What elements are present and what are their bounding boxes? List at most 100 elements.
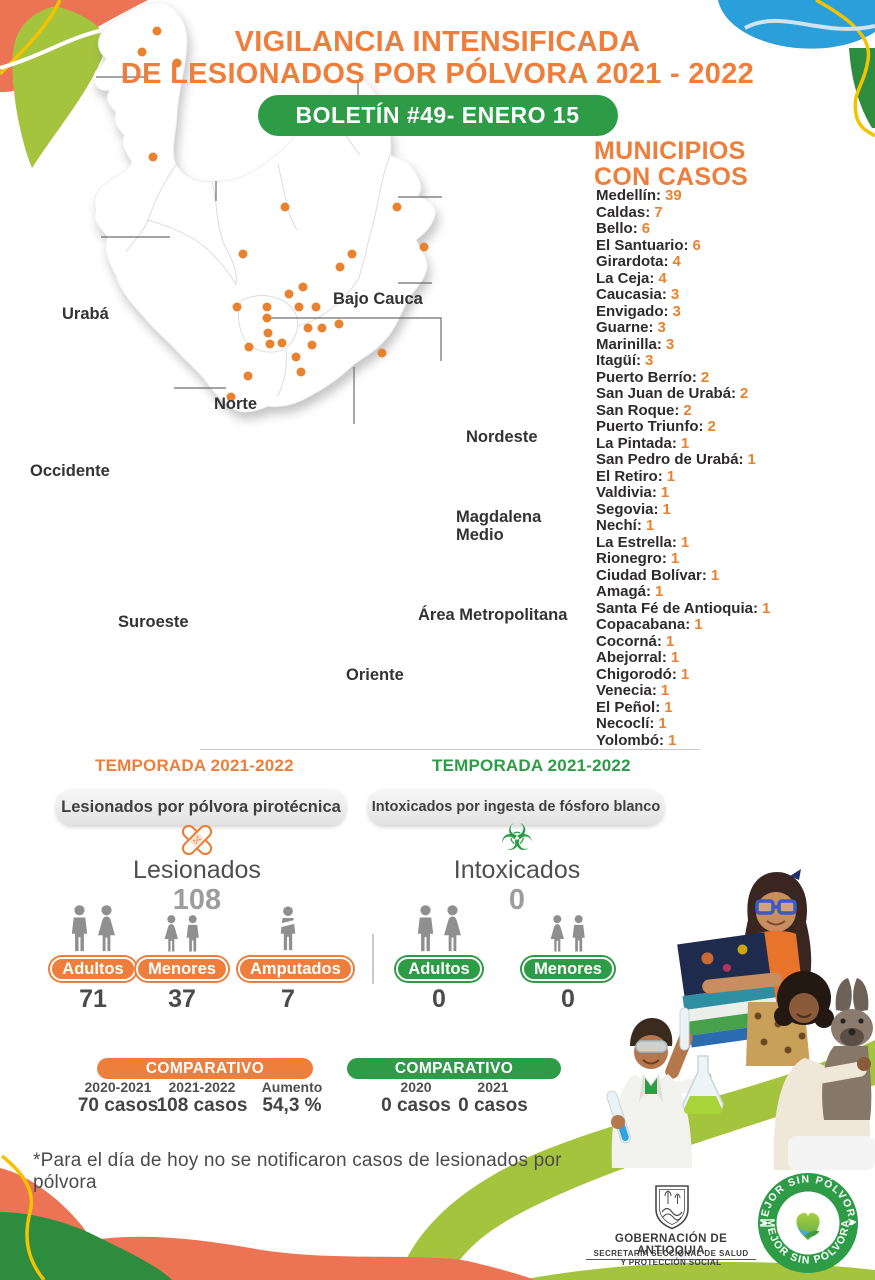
municipio-name: Amagá xyxy=(596,583,651,600)
municipio-row: El Retiro1 xyxy=(596,467,871,486)
municipio-count: 7 xyxy=(654,203,663,221)
case-dot xyxy=(347,249,357,259)
subtitle-pill-intoxicados: Intoxicados por ingesta de fósforo blanc… xyxy=(368,789,664,825)
municipio-count: 1 xyxy=(670,550,680,567)
case-dot xyxy=(294,302,304,312)
municipio-row: Caucasia3 xyxy=(596,286,871,304)
municipio-name: La Pintada xyxy=(596,435,677,452)
municipio-count: 1 xyxy=(664,698,673,716)
title-line-1: VIGILANCIA INTENSIFICADA xyxy=(234,26,641,58)
adults-icons-green xyxy=(389,905,489,953)
case-dot xyxy=(280,202,290,212)
comparativo-col-value: 108 casos xyxy=(156,1095,248,1116)
children-photo xyxy=(606,869,875,1170)
municipio-name: Necoclí xyxy=(596,715,654,732)
municipio-count: 3 xyxy=(645,352,654,369)
municipio-name: Caldas xyxy=(596,204,650,221)
municipio-count: 1 xyxy=(666,467,676,485)
municipio-row: Amagá1 xyxy=(596,583,871,601)
case-dot xyxy=(148,152,158,162)
municipio-row: Venecia1 xyxy=(596,682,871,700)
case-dot xyxy=(263,328,273,338)
comparativo-col-value: 0 casos xyxy=(458,1095,528,1116)
comparativo-col: 2020-2021 70 casos xyxy=(77,1080,159,1117)
case-dot xyxy=(152,26,162,36)
case-dot xyxy=(335,262,345,272)
case-dot xyxy=(262,313,272,323)
municipio-row: Girardota4 xyxy=(596,253,871,271)
amputados-count: 7 xyxy=(281,985,295,1013)
municipio-name: San Juan de Urabá xyxy=(596,385,736,402)
case-dot xyxy=(311,302,321,312)
comparativo-col-label: 2021 xyxy=(477,1079,509,1095)
municipio-count: 3 xyxy=(670,286,680,303)
menores-pill: Menores xyxy=(136,957,228,981)
children-icons xyxy=(132,905,232,953)
case-dot xyxy=(296,367,306,377)
municipio-row: La Estrella1 xyxy=(596,533,871,552)
case-dot xyxy=(334,319,344,329)
municipio-name: Valdivia xyxy=(596,484,657,501)
municipio-count: 1 xyxy=(747,451,756,468)
gobernacion-shield-logo xyxy=(655,1185,689,1230)
secretaria-line1: SECRETARÍA SECCIONAL DE SALUD xyxy=(593,1249,749,1258)
man-woman-icon xyxy=(71,905,115,952)
municipio-row: Abejorral1 xyxy=(596,649,871,667)
municipio-row: Cocorná1 xyxy=(596,633,871,651)
case-dot xyxy=(172,58,182,68)
section-vertical-divider xyxy=(372,934,374,984)
municipio-name: Girardota xyxy=(596,253,669,270)
municipio-row: Puerto Berrío2 xyxy=(596,368,871,387)
municipio-row: Valdivia1 xyxy=(596,484,871,502)
subtitle-pill-lesionados: Lesionados por pólvora pirotécnica xyxy=(56,789,346,825)
municipio-count: 3 xyxy=(672,302,681,320)
municipio-name: La Estrella xyxy=(596,534,677,551)
municipio-name: Medellín xyxy=(596,187,661,204)
case-dot xyxy=(307,340,317,350)
footnote: *Para el día de hoy no se notificaron ca… xyxy=(33,1150,562,1193)
municipio-name: Rionegro xyxy=(596,550,667,567)
intoxicados-label: Intoxicados xyxy=(453,856,581,884)
case-dot xyxy=(226,392,236,402)
municipio-row: El Peñol1 xyxy=(596,698,871,717)
title-line-2: DE LESIONADOS POR PÓLVORA 2021 - 2022 xyxy=(120,58,755,90)
adultos-pill-green: Adultos xyxy=(396,957,482,981)
municipio-name: Copacabana xyxy=(596,616,690,633)
municipio-count: 1 xyxy=(680,533,690,551)
municipio-row: La Ceja4 xyxy=(596,270,871,288)
municipio-count: 2 xyxy=(683,401,692,419)
municipio-name: Guarne xyxy=(596,319,654,336)
municipio-count: 2 xyxy=(740,385,749,402)
season-heading-lesionados: TEMPORADA 2021-2022 xyxy=(95,756,294,775)
municipio-name: San Roque xyxy=(596,402,679,419)
municipio-name: Caucasia xyxy=(596,286,667,303)
case-dot xyxy=(377,348,387,358)
bulletin-badge: BOLETÍN #49- ENERO 15 xyxy=(257,95,618,136)
municipio-row: Marinilla3 xyxy=(596,336,871,354)
municipio-name: El Peñol xyxy=(596,699,660,716)
case-dot xyxy=(303,323,313,333)
municipio-name: Itagüí xyxy=(596,352,641,369)
girl-boy-icon xyxy=(164,915,199,952)
case-dot xyxy=(419,242,429,252)
girl-with-dog xyxy=(773,971,875,1170)
comparativo-pill-lesionados: COMPARATIVO xyxy=(97,1058,313,1079)
municipio-row: Copacabana1 xyxy=(596,616,871,634)
girl-with-books xyxy=(677,869,812,1066)
municipio-name: Nechí xyxy=(596,517,642,534)
adultos-count-green: 0 xyxy=(432,985,446,1013)
municipio-count: 2 xyxy=(700,368,710,386)
municipio-name: Segovia xyxy=(596,501,659,518)
region-label-area-metropolitana: Área Metropolitana xyxy=(418,606,568,624)
municipio-count: 1 xyxy=(660,484,670,501)
lesionados-label: Lesionados xyxy=(133,856,261,884)
municipios-heading-line1: MUNICIPIOS xyxy=(594,137,746,165)
municipio-count: 1 xyxy=(655,583,664,600)
municipio-name: La Ceja xyxy=(596,270,654,287)
comparativo-col-label: 2020 xyxy=(400,1079,432,1095)
case-dot xyxy=(298,282,308,292)
municipio-row: Itagüí3 xyxy=(596,352,871,370)
group-menores-intoxicados: Menores 0 xyxy=(518,905,618,1014)
municipio-count: 1 xyxy=(662,500,671,518)
